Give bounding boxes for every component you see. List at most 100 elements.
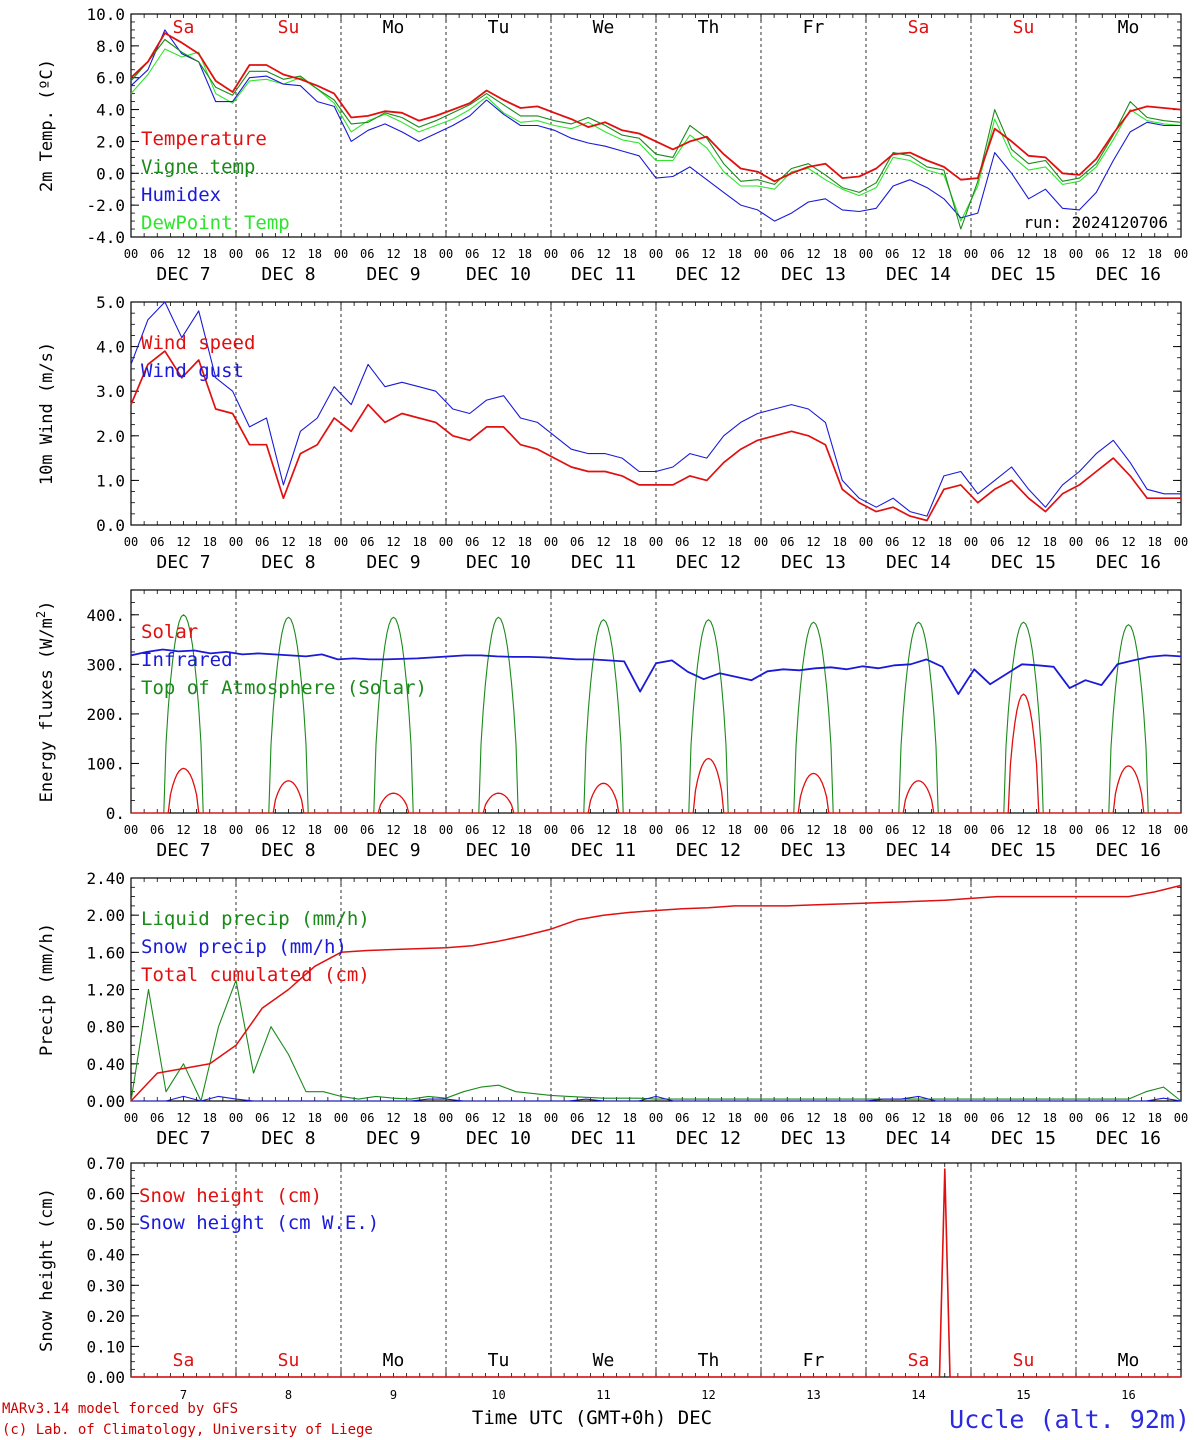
day-name: Mo bbox=[383, 17, 405, 38]
x-hour-label: 12 bbox=[386, 247, 400, 261]
x-hour-label: 00 bbox=[649, 247, 663, 261]
series-line-snow bbox=[131, 1095, 1182, 1102]
x-hour-label: 18 bbox=[1148, 1111, 1162, 1125]
day-name: Sa bbox=[908, 17, 930, 38]
y-tick-label: 0.00 bbox=[86, 1092, 125, 1111]
x-hour-label: 18 bbox=[203, 247, 217, 261]
x-date-label: DEC 7 bbox=[156, 552, 210, 573]
x-hour-label: 06 bbox=[465, 535, 479, 549]
run-label: run: 2024120706 bbox=[1024, 213, 1169, 232]
x-hour-label: 06 bbox=[885, 535, 899, 549]
x-hour-label: 12 bbox=[596, 247, 610, 261]
x-hour-label: 18 bbox=[938, 823, 952, 837]
day-name: Fr bbox=[803, 17, 825, 38]
x-hour-label: 12 bbox=[806, 535, 820, 549]
x-hour-label: 18 bbox=[833, 247, 847, 261]
day-name: Su bbox=[1013, 1350, 1035, 1371]
y-tick-label: 5.0 bbox=[96, 293, 125, 312]
x-date-label: DEC 12 bbox=[676, 840, 741, 861]
x-hour-label: 00 bbox=[544, 535, 558, 549]
legend-entry: Vigne temp bbox=[141, 156, 255, 178]
legend-entry: Infrared bbox=[141, 649, 233, 671]
x-date-label: DEC 13 bbox=[781, 264, 846, 285]
x-hour-label: 06 bbox=[465, 1111, 479, 1125]
y-tick-label: 3.0 bbox=[96, 382, 125, 401]
day-name: Th bbox=[698, 17, 720, 38]
x-hour-label: 12 bbox=[176, 535, 190, 549]
x-date-label: DEC 8 bbox=[261, 840, 315, 861]
x-hour-label: 12 bbox=[806, 247, 820, 261]
x-hour-label: 06 bbox=[1095, 823, 1109, 837]
x-hour-label: 12 bbox=[701, 823, 715, 837]
x-date-label: DEC 8 bbox=[261, 264, 315, 285]
x-hour-label: 18 bbox=[308, 1111, 322, 1125]
legend-entry: Temperature bbox=[141, 128, 267, 150]
x-hour-label: 00 bbox=[964, 823, 978, 837]
x-date-label: DEC 14 bbox=[886, 264, 951, 285]
day-name: Tu bbox=[488, 17, 510, 38]
y-tick-label: 0.60 bbox=[86, 1185, 125, 1204]
x-hour-label: 00 bbox=[124, 247, 138, 261]
x-date-label: 15 bbox=[1016, 1388, 1030, 1402]
x-hour-label: 06 bbox=[1095, 1111, 1109, 1125]
x-date-label: DEC 12 bbox=[676, 1128, 741, 1149]
x-hour-label: 06 bbox=[675, 247, 689, 261]
x-hour-label: 18 bbox=[518, 823, 532, 837]
x-hour-label: 00 bbox=[439, 247, 453, 261]
x-hour-label: 12 bbox=[386, 823, 400, 837]
legend-entry: Liquid precip (mm/h) bbox=[141, 908, 370, 930]
plot-frame-2 bbox=[130, 301, 1182, 526]
x-hour-label: 12 bbox=[281, 1111, 295, 1125]
x-hour-label: 18 bbox=[728, 823, 742, 837]
day-name: We bbox=[593, 1350, 615, 1371]
x-hour-label: 18 bbox=[518, 1111, 532, 1125]
x-axis-title: Time UTC (GMT+0h) DEC bbox=[472, 1407, 712, 1429]
plot-frame-3 bbox=[130, 589, 1182, 814]
x-hour-label: 00 bbox=[859, 1111, 873, 1125]
day-name: Su bbox=[278, 17, 300, 38]
x-date-label: DEC 14 bbox=[886, 1128, 951, 1149]
x-hour-label: 12 bbox=[1016, 247, 1030, 261]
y-axis-label: Precip (mm/h) bbox=[37, 923, 57, 1056]
x-hour-label: 06 bbox=[255, 247, 269, 261]
x-hour-label: 00 bbox=[439, 823, 453, 837]
x-hour-label: 06 bbox=[465, 247, 479, 261]
x-hour-label: 18 bbox=[833, 1111, 847, 1125]
x-hour-label: 00 bbox=[754, 535, 768, 549]
x-date-label: DEC 12 bbox=[676, 264, 741, 285]
series-line-liquid bbox=[130, 979, 1182, 1102]
series-line-wind-speed bbox=[130, 350, 1181, 522]
x-hour-label: 06 bbox=[570, 823, 584, 837]
x-hour-label: 06 bbox=[780, 1111, 794, 1125]
x-hour-label: 12 bbox=[806, 823, 820, 837]
x-date-label: DEC 10 bbox=[466, 1128, 531, 1149]
y-tick-label: 0.80 bbox=[86, 1018, 125, 1037]
x-hour-label: 06 bbox=[675, 1111, 689, 1125]
y-tick-label: 0.40 bbox=[86, 1246, 125, 1265]
legend-entry: Snow height (cm W.E.) bbox=[139, 1212, 379, 1234]
day-name: Su bbox=[278, 1350, 300, 1371]
x-hour-label: 06 bbox=[570, 247, 584, 261]
x-hour-label: 18 bbox=[203, 535, 217, 549]
station-label: Uccle (alt. 92m) bbox=[949, 1405, 1190, 1434]
y-tick-label: -4.0 bbox=[86, 228, 125, 247]
x-hour-label: 00 bbox=[859, 535, 873, 549]
x-date-label: DEC 13 bbox=[781, 840, 846, 861]
x-hour-label: 06 bbox=[570, 1111, 584, 1125]
x-hour-label: 06 bbox=[675, 535, 689, 549]
x-hour-label: 18 bbox=[203, 823, 217, 837]
x-date-label: 16 bbox=[1121, 1388, 1135, 1402]
y-axis-label: Snow height (cm) bbox=[37, 1188, 57, 1352]
x-hour-label: 12 bbox=[1121, 535, 1135, 549]
day-name: Mo bbox=[383, 1350, 405, 1371]
x-hour-label: 12 bbox=[806, 1111, 820, 1125]
x-hour-label: 12 bbox=[1121, 823, 1135, 837]
x-hour-label: 12 bbox=[176, 823, 190, 837]
x-hour-label: 06 bbox=[780, 823, 794, 837]
y-tick-label: 0. bbox=[106, 804, 125, 823]
x-hour-label: 12 bbox=[596, 1111, 610, 1125]
x-hour-label: 12 bbox=[176, 1111, 190, 1125]
legend-entry: Humidex bbox=[141, 184, 221, 206]
x-hour-label: 00 bbox=[964, 1111, 978, 1125]
y-tick-label: 1.0 bbox=[96, 471, 125, 490]
